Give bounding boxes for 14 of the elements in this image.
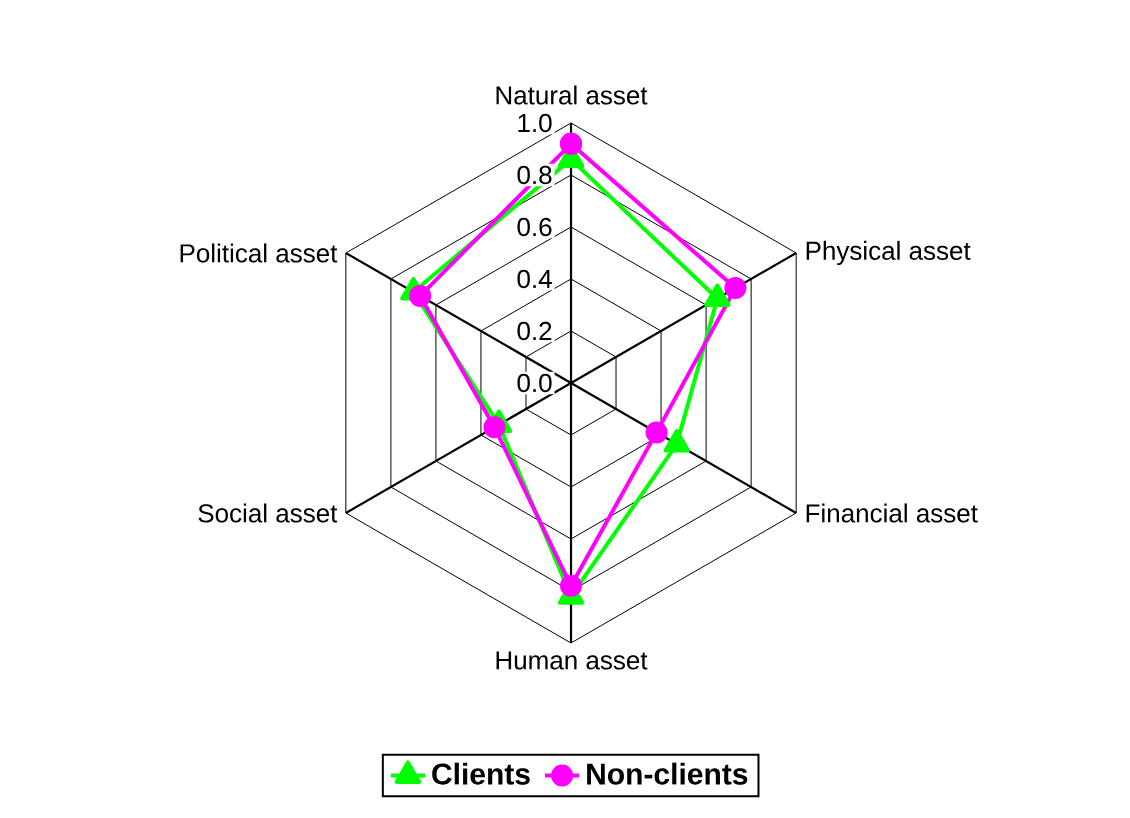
spoke-label: Financial asset	[806, 503, 978, 523]
y-tick-label: 0.6	[517, 217, 552, 237]
y-tick-label: 1.0	[518, 113, 552, 133]
y-tick-label: 0.2	[517, 321, 552, 341]
y-tick-label: 0.8	[517, 165, 552, 185]
spoke-label: Social asset	[198, 503, 338, 523]
spoke-label: Physical asset	[806, 240, 971, 266]
y-tick-label: 0.4	[517, 269, 552, 289]
spoke-label: Natural asset	[496, 85, 648, 105]
y-tick-label: 0.0	[517, 373, 552, 393]
spoke-label: Human asset	[496, 651, 648, 670]
legend-label: Non-clients	[587, 762, 748, 785]
spoke-label: Political asset	[180, 243, 338, 263]
legend-label: Clients	[432, 762, 530, 785]
